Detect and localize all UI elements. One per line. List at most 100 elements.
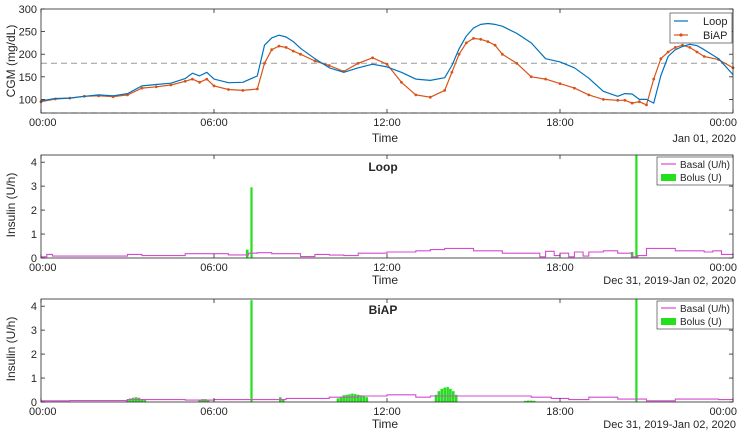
biap-date-label: Dec 31, 2019-Jan 02, 2020 [603,419,736,431]
cgm-point-biap [515,61,519,65]
cgm-point-biap [464,41,468,45]
loop-y-tick-label: 4 [31,157,37,169]
cgm-point-biap [299,52,302,56]
cgm-ticks: 00:00 06:00 12:00 18:00 00:00 100 150 200 250 300 [19,4,737,129]
cgm-legend-box [669,12,733,44]
loop-x-tick-label: 00:00 [709,262,737,274]
biap-bolus-bar [281,399,285,402]
cgm-point-biap [414,93,418,97]
biap-x-axis-label: Time [372,417,399,431]
cgm-point-biap [645,103,648,107]
loop-y-tick-label: 2 [31,205,37,217]
biap-bolus-bar [336,398,340,402]
cgm-point-biap [637,100,641,104]
legend-swatch-loop-bolus [661,174,676,181]
biap-bolus-bar [345,394,348,402]
biap-bolus-bar [351,393,354,402]
cgm-point-biap [623,98,627,102]
cgm-legend: Loop BiAP [669,12,733,44]
loop-x-tick-label: 00:00 [29,262,57,274]
biap-bolus-bar [354,394,357,402]
biap-bolus-bar [365,397,369,402]
loop-y-tick-label: 3 [31,181,37,193]
biap-bolus-bar [250,300,253,402]
cgm-x-tick-label: 12:00 [373,117,401,129]
biap-bolus-bar [356,394,360,402]
biap-bolus-bar [143,400,147,402]
biap-x-tick-label: 06:00 [200,406,228,418]
biap-basal-line [41,394,733,402]
biap-bolus-bar [339,396,343,402]
biap-bolus-bar [454,394,458,402]
cgm-point-biap [601,98,605,101]
biap-y-axis-label: Insulin (U/h) [4,317,18,382]
legend-label-loop-bolus: Bolus (U) [680,173,722,184]
cgm-point-biap [169,83,173,87]
cgm-point-biap [356,61,360,65]
loop-x-tick-label: 18:00 [546,262,574,274]
cgm-point-biap [666,50,670,54]
loop-bolus-bar [250,187,253,258]
legend-label-biap: BiAP [703,30,727,42]
loop-y-tick-label: 0 [31,253,37,265]
cgm-point-biap [472,37,475,40]
cgm-point-biap [205,77,209,81]
biap-x-tick-label: 00:00 [29,406,57,418]
biap-bolus-bar [440,388,444,402]
cgm-point-biap [291,49,295,53]
legend-label-biap-basal: Basal (U/h) [680,304,730,315]
cgm-point-biap [212,84,216,88]
biap-y-tick-label: 2 [31,349,37,361]
cgm-point-biap [198,80,202,84]
biap-bolus-bar [362,396,366,402]
biap-bolus-bar [434,394,438,402]
loop-x-axis-label: Time [372,273,399,287]
loop-series-layer [41,155,734,258]
cgm-point-biap [702,55,706,58]
cgm-point-biap [630,101,634,105]
legend-label-loop-basal: Basal (U/h) [680,160,730,171]
cgm-point-biap [371,56,374,60]
biap-x-tick-label: 12:00 [373,406,401,418]
cgm-point-biap [587,93,591,97]
legend-swatch-biap-bolus [661,318,676,325]
cgm-point-biap [385,62,389,66]
biap-panel-title: BiAP [369,303,398,317]
cgm-point-biap [688,46,692,49]
cgm-point-biap [227,88,230,91]
cgm-y-tick-label: 200 [19,49,37,61]
biap-y-tick-label: 1 [31,373,37,385]
biap-bolus-bar [529,400,533,402]
biap-x-tick-label: 00:00 [709,406,737,418]
cgm-point-biap [500,52,504,56]
cgm-point-biap [659,57,663,61]
biap-series-layer [41,299,733,402]
cgm-point-biap [191,77,194,81]
loop-panel-title: Loop [368,160,397,174]
cgm-x-tick-label: 18:00 [546,117,574,129]
biap-bolus-bar [129,398,132,402]
biap-x-tick-label: 18:00 [546,406,574,418]
cgm-point-biap [428,95,432,99]
biap-y-tick-label: 0 [31,397,37,409]
legend-marker-biap [679,33,683,37]
cgm-point-biap [270,48,274,52]
biap-bolus-bar [443,387,446,402]
cgm-point-biap [443,89,447,92]
cgm-series-layer [39,22,735,107]
loop-bolus-bar [635,155,638,258]
biap-y-tick-label: 4 [31,301,37,313]
biap-bolus-bar [342,395,345,402]
loop-basal-line [41,247,734,258]
cgm-point-biap [327,64,331,67]
legend-label-biap-bolus: Bolus (U) [680,317,722,328]
cgm-y-axis-label: CGM (mg/dL) [4,25,18,98]
cgm-point-biap [479,37,483,41]
cgm-line-loop [40,22,734,104]
biap-bolus-bar [359,395,363,402]
cgm-point-biap [183,79,187,83]
